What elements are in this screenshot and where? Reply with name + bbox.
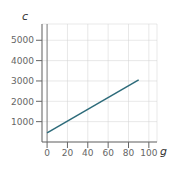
svg-text:5000: 5000 (11, 35, 34, 45)
svg-text:c: c (22, 10, 28, 23)
svg-text:0: 0 (44, 148, 50, 158)
svg-text:4000: 4000 (11, 56, 34, 66)
svg-text:20: 20 (62, 148, 74, 158)
svg-text:1000: 1000 (11, 117, 34, 127)
svg-text:g: g (160, 145, 167, 158)
svg-text:2000: 2000 (11, 97, 34, 107)
svg-text:60: 60 (102, 148, 114, 158)
svg-text:80: 80 (123, 148, 135, 158)
svg-text:100: 100 (140, 148, 157, 158)
svg-text:3000: 3000 (11, 76, 34, 86)
svg-text:40: 40 (82, 148, 94, 158)
